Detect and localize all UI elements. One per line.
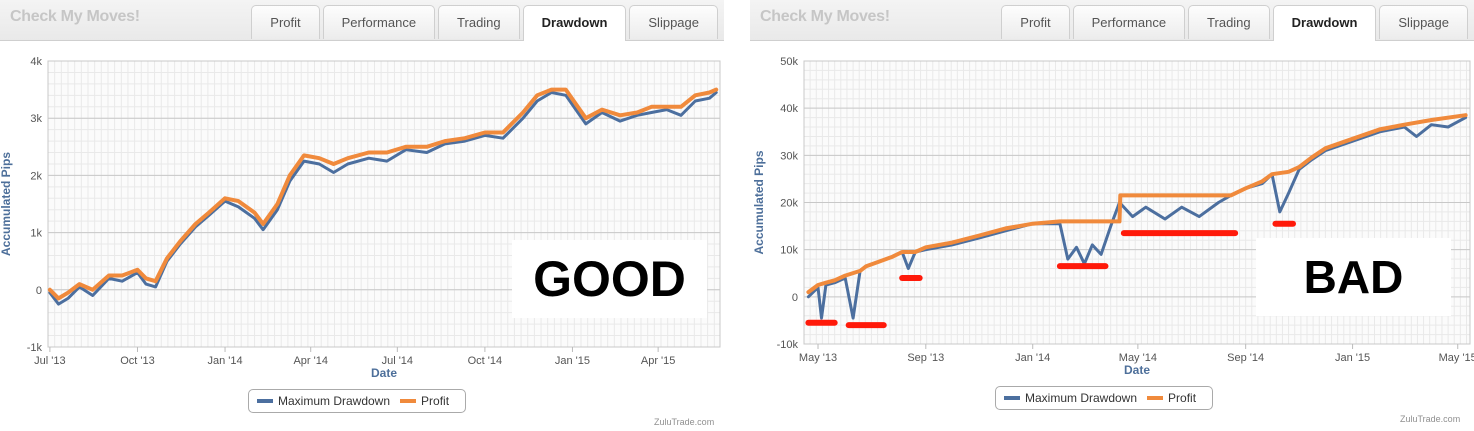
chart-legend: Maximum Drawdown Profit bbox=[995, 386, 1213, 410]
x-tick-label: Apr '14 bbox=[293, 355, 328, 367]
tab-slippage[interactable]: Slippage bbox=[629, 5, 718, 39]
y-tick-label: 50k bbox=[780, 56, 798, 68]
tab-profit[interactable]: Profit bbox=[251, 5, 320, 39]
tab-profit[interactable]: Profit bbox=[1001, 5, 1070, 39]
panel-header: Check My Moves! Profit Performance Tradi… bbox=[750, 0, 1474, 41]
tab-trading[interactable]: Trading bbox=[438, 5, 520, 39]
series-line-profit bbox=[47, 87, 719, 301]
x-tick-label: Jan '14 bbox=[1015, 352, 1050, 364]
y-tick-label: 40k bbox=[780, 103, 798, 115]
chart-panel-right: Check My Moves! Profit Performance Tradi… bbox=[750, 0, 1474, 431]
chart-svg-left: -1k 0 1k 2k 3k 4k Jul '13 Oct '13 Jan '14 Apr '14… bbox=[0, 56, 721, 380]
plot-border bbox=[47, 60, 721, 348]
x-tick-label: Sep '13 bbox=[907, 352, 944, 364]
tab-drawdown[interactable]: Drawdown bbox=[1272, 5, 1377, 41]
tab-performance[interactable]: Performance bbox=[322, 5, 436, 39]
x-tick-label: Oct '14 bbox=[468, 355, 503, 367]
y-tick-label: 2k bbox=[30, 170, 42, 182]
legend-label-drawdown: Maximum Drawdown bbox=[278, 394, 391, 408]
x-tick-label: May '14 bbox=[1119, 352, 1157, 364]
brand-title: Check My Moves! bbox=[760, 8, 890, 25]
series-line-profit bbox=[806, 113, 1468, 295]
y-tick-label: -1k bbox=[27, 342, 43, 354]
verdict-label-good: GOOD bbox=[512, 240, 707, 318]
legend-item-profit[interactable]: Profit bbox=[400, 394, 449, 408]
chart-svg-right: -10k 0 10k 20k 30k 40k 50k May '13 Sep '13 Jan '1… bbox=[752, 56, 1474, 377]
legend-label-profit: Profit bbox=[1168, 391, 1197, 405]
x-tick-label: Jan '15 bbox=[1335, 352, 1370, 364]
legend-label-profit: Profit bbox=[421, 394, 450, 408]
plot-border bbox=[803, 60, 1471, 345]
panel-header: Check My Moves! Profit Performance Tradi… bbox=[0, 0, 724, 41]
legend-item-profit[interactable]: Profit bbox=[1147, 391, 1196, 405]
x-axis-title: Date bbox=[371, 366, 397, 380]
verdict-label-bad: BAD bbox=[1256, 238, 1451, 316]
y-tick-label: 10k bbox=[780, 245, 798, 257]
x-tick-label: May '15 bbox=[1439, 352, 1474, 364]
x-tick-label: Oct '13 bbox=[120, 355, 155, 367]
tab-slippage[interactable]: Slippage bbox=[1379, 5, 1468, 39]
tab-drawdown[interactable]: Drawdown bbox=[522, 5, 627, 41]
tab-bar: Profit Performance Trading Drawdown Slip… bbox=[251, 5, 718, 41]
y-tick-label: 1k bbox=[30, 228, 42, 240]
tab-bar: Profit Performance Trading Drawdown Slip… bbox=[1001, 5, 1468, 41]
x-tick-label: Apr '15 bbox=[641, 355, 676, 367]
y-tick-label: 0 bbox=[792, 292, 798, 304]
y-axis-title: Accumulated Pips bbox=[752, 150, 766, 254]
y-tick-label: 30k bbox=[780, 150, 798, 162]
tab-performance[interactable]: Performance bbox=[1072, 5, 1186, 39]
x-tick-label: May '13 bbox=[799, 352, 837, 364]
credits-link[interactable]: ZuluTrade.com bbox=[1400, 414, 1461, 424]
y-tick-label: 3k bbox=[30, 113, 42, 125]
y-tick-label: -10k bbox=[777, 339, 799, 351]
x-axis-title: Date bbox=[1124, 363, 1150, 377]
x-tick-label: Jan '15 bbox=[555, 355, 590, 367]
legend-item-drawdown[interactable]: Maximum Drawdown bbox=[257, 394, 390, 408]
series-line-maximum-drawdown bbox=[48, 91, 718, 306]
x-tick-label: Jul '13 bbox=[34, 355, 65, 367]
chart-panel-left: Check My Moves! Profit Performance Tradi… bbox=[0, 0, 724, 431]
y-axis-title: Accumulated Pips bbox=[0, 152, 13, 256]
chart-legend: Maximum Drawdown Profit bbox=[248, 389, 466, 413]
tab-trading[interactable]: Trading bbox=[1188, 5, 1270, 39]
y-tick-label: 20k bbox=[780, 198, 798, 210]
x-tick-label: Jul '14 bbox=[382, 355, 413, 367]
credits-link[interactable]: ZuluTrade.com bbox=[654, 417, 715, 427]
x-tick-label: Jan '14 bbox=[207, 355, 242, 367]
y-tick-label: 4k bbox=[30, 56, 42, 68]
x-tick-label: Sep '14 bbox=[1227, 352, 1264, 364]
legend-item-drawdown[interactable]: Maximum Drawdown bbox=[1004, 391, 1137, 405]
legend-swatch-drawdown bbox=[1004, 396, 1020, 400]
y-tick-label: 0 bbox=[36, 285, 42, 297]
brand-title: Check My Moves! bbox=[10, 8, 140, 25]
legend-swatch-profit bbox=[1147, 396, 1164, 400]
legend-swatch-drawdown bbox=[257, 399, 273, 403]
legend-label-drawdown: Maximum Drawdown bbox=[1025, 391, 1138, 405]
legend-swatch-profit bbox=[400, 399, 417, 403]
